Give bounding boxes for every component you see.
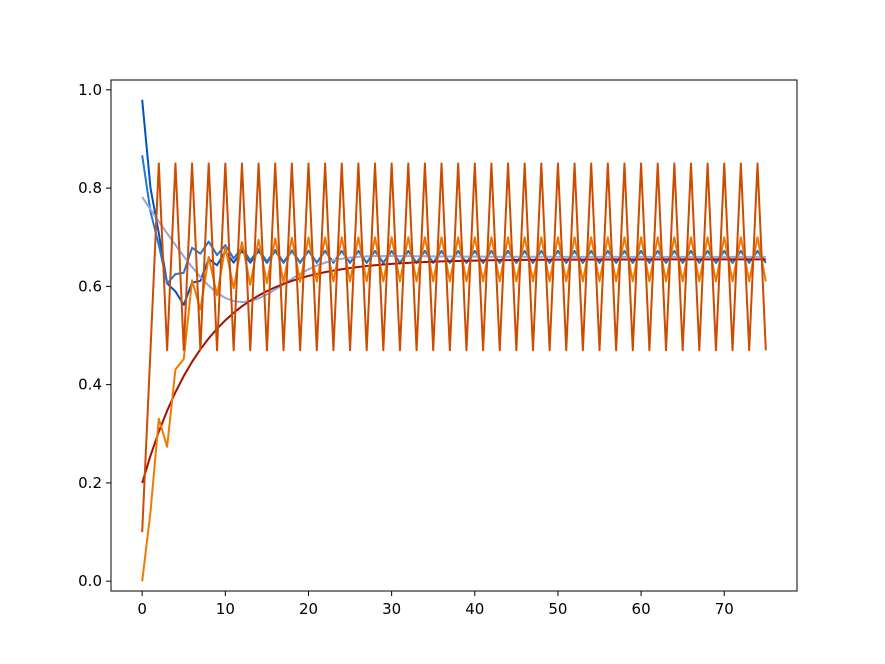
y-tick-label: 1.0 bbox=[78, 81, 102, 99]
y-axis: 0.0 0.2 0.4 0.6 0.8 1.0 bbox=[78, 81, 111, 590]
x-tick-label: 30 bbox=[382, 600, 401, 618]
series-line-6 bbox=[141, 162, 767, 533]
x-axis: 0 10 20 30 40 50 60 70 bbox=[137, 591, 734, 618]
y-tick-label: 0.6 bbox=[78, 277, 102, 295]
x-tick-label: 60 bbox=[632, 600, 651, 618]
y-tick-label: 0.4 bbox=[78, 376, 102, 394]
x-tick-label: 10 bbox=[216, 600, 235, 618]
x-tick-label: 50 bbox=[548, 600, 567, 618]
x-tick-label: 0 bbox=[137, 600, 147, 618]
x-tick-label: 70 bbox=[715, 600, 734, 618]
series-layer bbox=[141, 99, 767, 582]
y-tick-label: 0.0 bbox=[78, 572, 102, 590]
x-tick-label: 20 bbox=[299, 600, 318, 618]
y-tick-label: 0.8 bbox=[78, 179, 102, 197]
x-tick-label: 40 bbox=[465, 600, 484, 618]
y-tick-label: 0.2 bbox=[78, 474, 102, 492]
plot-frame bbox=[110, 79, 798, 592]
